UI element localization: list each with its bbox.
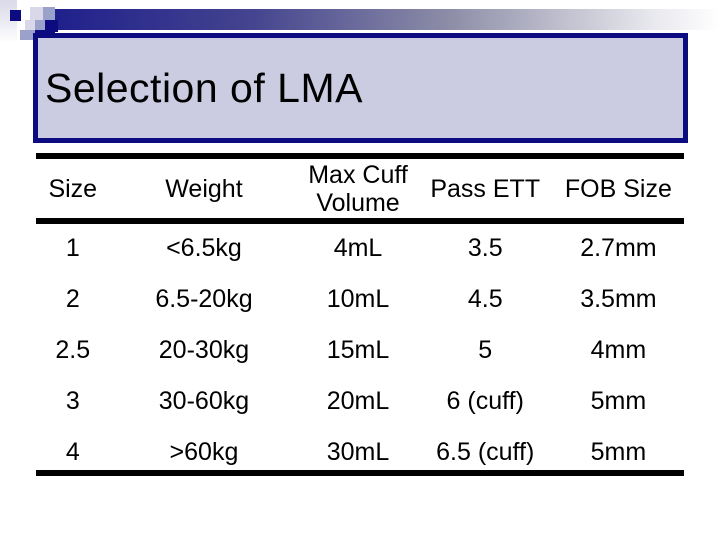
table-header-rule — [36, 218, 684, 224]
table-cell: 3 — [65, 386, 80, 415]
table-row: 2 6.5-20kg 10mL 4.5 3.5mm — [36, 273, 684, 324]
table-cell: >60kg — [169, 437, 239, 466]
pixel-square-navy — [45, 20, 58, 32]
table-cell: 30-60kg — [158, 386, 250, 415]
header-cell-max-cuff-volume: Max Cuff Volume — [308, 160, 408, 217]
table-bottom-rule — [36, 470, 684, 476]
pixel-square-medium — [43, 7, 55, 20]
title-box: Selection of LMA — [33, 33, 688, 143]
pixel-square-navy — [10, 10, 21, 21]
table-cell: 1 — [65, 233, 80, 262]
table-cell: 3.5mm — [580, 284, 657, 313]
pixel-gradient-strip — [0, 0, 17, 43]
table-cell: 15mL — [326, 335, 390, 364]
table-cell: 4 — [65, 437, 80, 466]
table-body: 1 <6.5kg 4mL 3.5 2.7mm 2 6.5-20kg 10mL 4… — [36, 222, 684, 477]
header-cell-pass-ett: Pass ETT — [430, 174, 541, 203]
table-cell: 20-30kg — [158, 335, 250, 364]
table-cell: 4mm — [590, 335, 647, 364]
table-cell: 4.5 — [467, 284, 503, 313]
table-cell: 6.5 (cuff) — [436, 437, 535, 466]
table-cell: 10mL — [326, 284, 390, 313]
pixel-square-light — [30, 7, 43, 20]
table-cell: 5 — [478, 335, 493, 364]
table-cell: <6.5kg — [166, 233, 242, 262]
table-row: 2.5 20-30kg 15mL 5 4mm — [36, 324, 684, 375]
table-cell: 4mL — [333, 233, 383, 262]
pixel-square-medium — [35, 20, 45, 30]
table-cell: 5mm — [590, 386, 647, 415]
header-cell-size: Size — [48, 174, 98, 203]
table-cell: 2.7mm — [580, 233, 657, 262]
slide-title: Selection of LMA — [45, 64, 363, 111]
header-cell-fob-size: FOB Size — [564, 174, 672, 203]
table-cell: 5mm — [590, 437, 647, 466]
table-cell: 2.5 — [55, 335, 91, 364]
table-cell: 6.5-20kg — [155, 284, 253, 313]
table-row: 3 30-60kg 20mL 6 (cuff) 5mm — [36, 375, 684, 426]
header-cell-weight: Weight — [165, 174, 243, 203]
table-row: 1 <6.5kg 4mL 3.5 2.7mm — [36, 222, 684, 273]
table-row: 4 >60kg 30mL 6.5 (cuff) 5mm — [36, 426, 684, 477]
pixel-square-medium — [20, 30, 35, 40]
pixel-square-light — [25, 20, 35, 30]
table-top-rule — [36, 153, 684, 159]
table-cell: 30mL — [326, 437, 390, 466]
table-cell: 20mL — [326, 386, 390, 415]
table-cell: 6 (cuff) — [446, 386, 524, 415]
table-cell: 3.5 — [467, 233, 503, 262]
top-gradient-bar — [50, 9, 720, 30]
table-header-row: Size Weight Max Cuff Volume Pass ETT FOB… — [36, 159, 684, 218]
table-cell: 2 — [65, 284, 80, 313]
